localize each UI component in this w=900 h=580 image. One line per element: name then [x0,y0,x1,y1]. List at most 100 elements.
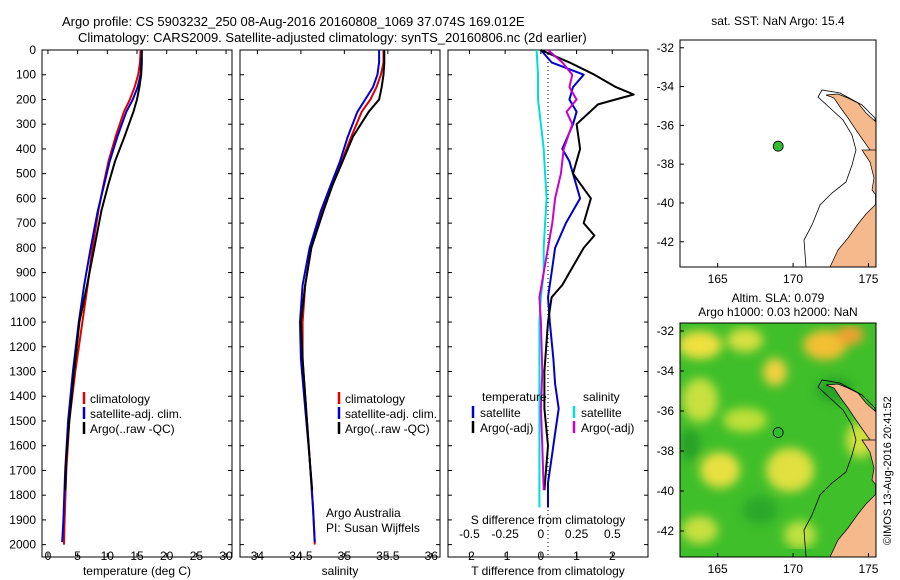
series-line-argo-raw-qc- [299,50,386,491]
argo-float-marker [772,427,784,438]
depth-tick-label: 1400 [9,389,36,403]
sst-map-title: sat. SST: NaN Argo: 15.4 [711,14,845,28]
sst-map-lon-axis: 165 170 175 [708,263,879,286]
temperature-series [61,49,143,545]
depth-tick-label: 1000 [9,290,36,304]
depth-axis: 0 100 200 300 400 500 600 700 800 900 1000 1100 1200… [9,43,648,552]
sla-map-subtitle: Argo h1000: 0.03 h2000: NaN [698,305,857,319]
series-line-t-argo-adj- [540,49,635,491]
depth-tick-label: 100 [16,68,36,82]
salinity-x-axis: 34 34.5 35 35.5 36 [251,50,438,563]
land-east [861,439,876,486]
s-tick-label: -0.5 [459,527,480,541]
sst-map [680,40,876,267]
depth-tick-label: 1600 [9,439,36,453]
difference-legend: temperature salinity satellite Argo(-adj… [471,390,634,435]
credit-text: ©IMOS 13-Aug-2016 20:41:52 [882,396,894,545]
temperature-x-axis: 051015202530 [45,50,233,563]
difference-series [535,49,635,508]
s-tick-label: -0.25 [491,527,519,541]
legend-label: satellite [581,406,622,420]
depth-tick-label: 1200 [9,340,36,354]
depth-tick-label: 800 [16,241,36,255]
salinity-xlabel: salinity [322,564,359,578]
legend-label: Argo(-adj) [581,421,634,435]
lon-tick-label: 165 [708,562,728,576]
s-tick-label: 0 [538,527,545,541]
land-east [861,149,876,196]
land-south [829,203,876,267]
header-line2: Climatology: CARS2009. Satellite-adjuste… [78,30,587,45]
bathymetry-contour [803,89,876,267]
depth-tick-label: 900 [16,266,36,280]
series-line-satellite-adj-clim- [61,49,143,543]
depth-tick-label: 700 [16,216,36,230]
depth-tick-label: 200 [16,92,36,106]
sla-map [680,323,876,557]
salinity-series [299,50,386,545]
legend-label: Argo(..raw -QC) [90,422,175,436]
depth-tick-label: 1300 [9,365,36,379]
depth-tick-label: 0 [29,43,36,57]
lat-tick-label: -40 [657,484,675,498]
s-difference-xlabel: S difference from climatology [471,513,626,527]
lat-tick-label: -38 [657,157,675,171]
depth-tick-label: 400 [16,142,36,156]
s-difference-axis: -0.5 -0.25 0 0.25 0.5 [459,527,621,541]
lat-tick-label: -34 [657,80,675,94]
salinity-legend: climatology satellite-adj. clim. Argo(..… [337,392,437,436]
series-line-s-argo-adj- [538,49,578,491]
sst-map-lat-axis: -32 -34 -36 -38 -40 -42 [657,41,684,249]
depth-tick-label: 600 [16,191,36,205]
land-south [829,493,876,557]
sla-map-title: Altim. SLA: 0.079 [732,291,825,305]
temperature-xlabel: temperature (deg C) [83,564,191,578]
lat-tick-label: -40 [657,196,675,210]
lon-tick-label: 165 [708,272,728,286]
temperature-panel [41,49,233,558]
legend-label: climatology [345,392,405,406]
lat-tick-label: -38 [657,444,675,458]
salinity-panel [239,49,441,558]
depth-tick-label: 1800 [9,488,36,502]
depth-tick-label: 500 [16,167,36,181]
header-line1: Argo profile: CS 5903232_250 08-Aug-2016… [62,14,525,29]
series-line-satellite-adj-clim- [299,50,381,543]
argo-float-marker [772,140,784,152]
depth-tick-label: 300 [16,117,36,131]
legend-label: satellite-adj. clim. [90,407,182,421]
temperature-legend: climatology satellite-adj. clim. Argo(..… [82,392,182,436]
depth-tick-label: 1500 [9,414,36,428]
lat-tick-label: -32 [657,324,675,338]
s-tick-label: 0.5 [604,527,621,541]
lon-tick-label: 170 [783,562,803,576]
lat-tick-label: -42 [657,524,675,538]
depth-tick-label: 2000 [9,538,36,552]
sla-map-lon-axis: 165 170 175 [708,553,879,576]
depth-tick-label: 1900 [9,513,36,527]
bathymetry-contour [803,379,876,557]
series-line-climatology [301,50,385,545]
annotation-line2: PI: Susan Wijffels [326,521,420,535]
difference-x-axis: -2-1012 [464,50,616,563]
annotation-line1: Argo Australia [326,506,401,520]
sst-map-frame [679,39,877,268]
lat-tick-label: -42 [657,235,675,249]
lat-tick-label: -32 [657,41,675,55]
legend-label: satellite-adj. clim. [345,407,437,421]
series-line-t-satellite [540,49,585,508]
legend-label: Argo(-adj) [480,421,533,435]
t-difference-xlabel: T difference from climatology [471,564,625,578]
s-tick-label: 0.25 [565,527,589,541]
legend-title-temperature: temperature [482,390,547,404]
lat-tick-label: -36 [657,404,675,418]
lon-tick-label: 170 [783,272,803,286]
lat-tick-label: -34 [657,364,675,378]
sla-map-lat-axis: -32 -34 -36 -38 -40 -42 [657,324,684,538]
legend-label: climatology [90,392,150,406]
lon-tick-label: 175 [858,272,878,286]
series-line-argo-raw-qc- [64,50,143,491]
sla-map-frame [679,322,877,558]
legend-title-salinity: salinity [583,390,620,404]
